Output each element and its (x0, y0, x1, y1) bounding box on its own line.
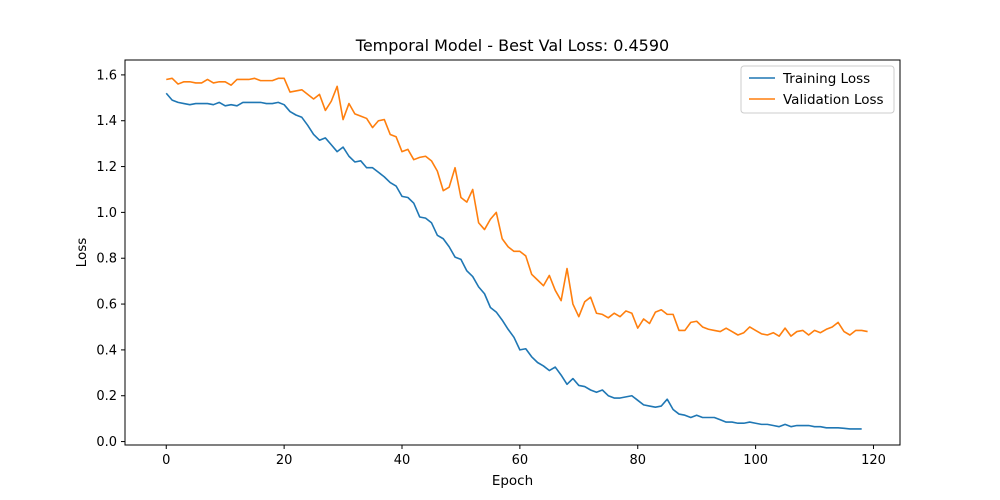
legend-box (740, 65, 895, 114)
x-tick-label: 100 (743, 453, 768, 468)
series-line-training-loss (165, 92, 862, 430)
legend-label: Validation Loss (783, 92, 884, 108)
x-axis: 0 20 40 60 80 100 120 (162, 445, 886, 468)
y-axis-label: Loss (74, 238, 90, 268)
series-line-validation-loss (166, 77, 868, 337)
y-tick-label: 0.8 (96, 252, 117, 267)
x-tick-label: 80 (629, 453, 646, 468)
y-tick-label: 1.6 (96, 68, 117, 83)
y-tick-label: 0.4 (96, 343, 117, 358)
x-tick-label: 0 (162, 453, 170, 468)
x-tick-label: 20 (276, 453, 293, 468)
y-axis: 0.0 0.2 0.4 0.6 0.8 1.0 1.2 1.4 1.6 (96, 68, 125, 450)
plot-area (165, 77, 868, 430)
x-axis-label: Epoch (492, 473, 533, 489)
chart-title: Temporal Model - Best Val Loss: 0.4590 (355, 36, 669, 55)
axes-frame (124, 59, 901, 446)
x-tick-label: 120 (861, 453, 886, 468)
y-tick-label: 1.2 (96, 160, 117, 175)
y-tick-label: 1.0 (96, 206, 117, 221)
x-tick-label: 40 (394, 453, 411, 468)
y-tick-label: 0.0 (96, 435, 117, 450)
x-tick-label: 60 (512, 453, 529, 468)
y-tick-label: 1.4 (96, 114, 117, 129)
y-tick-label: 0.6 (96, 298, 117, 313)
legend: Training Loss Validation Loss (740, 65, 895, 114)
legend-label: Training Loss (782, 71, 870, 87)
y-tick-label: 0.2 (96, 389, 117, 404)
